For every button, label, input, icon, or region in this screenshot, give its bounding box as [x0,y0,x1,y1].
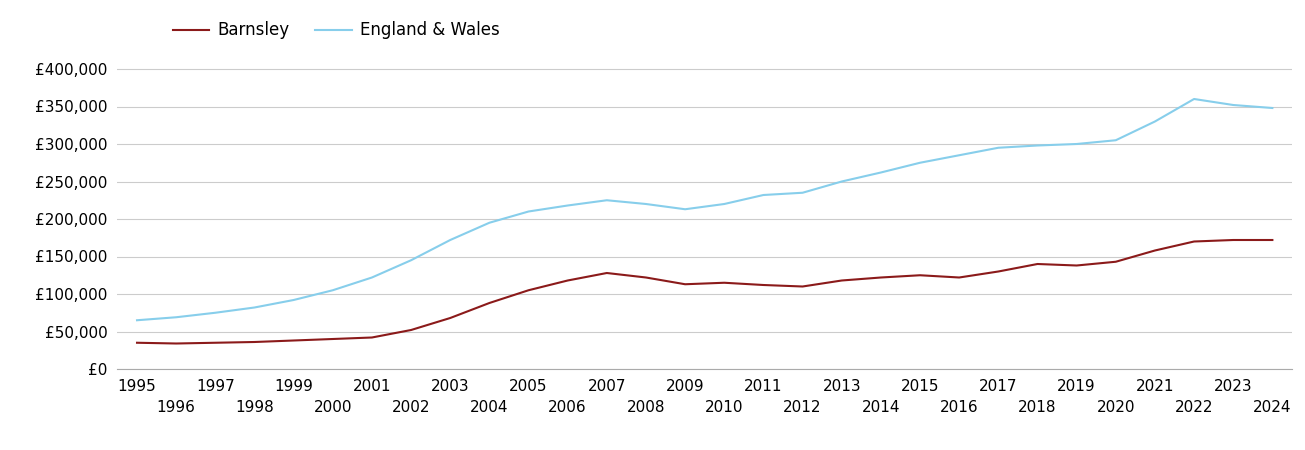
Barnsley [756,282,771,288]
England & Wales [1225,102,1241,108]
England & Wales [168,315,184,320]
England & Wales [364,275,380,280]
England & Wales [482,220,497,225]
Barnsley [1147,248,1163,253]
Barnsley [521,288,536,293]
Barnsley [1265,237,1280,243]
England & Wales [560,203,576,208]
England & Wales [795,190,810,195]
Barnsley [638,275,654,280]
Barnsley [990,269,1006,274]
England & Wales [325,288,341,293]
England & Wales [1186,96,1202,102]
Barnsley [1030,261,1045,267]
Barnsley [168,341,184,346]
England & Wales [129,318,145,323]
England & Wales [1108,138,1124,143]
Barnsley [873,275,889,280]
Barnsley [1225,237,1241,243]
England & Wales [442,237,458,243]
Barnsley [1186,239,1202,244]
England & Wales [677,207,693,212]
Barnsley [1069,263,1084,268]
Legend: Barnsley, England & Wales: Barnsley, England & Wales [172,21,500,39]
Barnsley [364,335,380,340]
England & Wales [1030,143,1045,148]
England & Wales [207,310,223,315]
England & Wales [834,179,850,184]
England & Wales [1265,105,1280,111]
Barnsley [207,340,223,346]
England & Wales [912,160,928,166]
Barnsley [912,273,928,278]
England & Wales [990,145,1006,150]
Barnsley [1108,259,1124,265]
England & Wales [599,198,615,203]
England & Wales [247,305,262,310]
Barnsley [325,336,341,342]
Barnsley [834,278,850,283]
England & Wales [638,201,654,207]
England & Wales [286,297,301,303]
Barnsley [403,327,419,333]
Line: England & Wales: England & Wales [137,99,1272,320]
Barnsley [560,278,576,283]
England & Wales [1147,119,1163,124]
Line: Barnsley: Barnsley [137,240,1272,343]
England & Wales [756,192,771,198]
Barnsley [599,270,615,276]
Barnsley [442,315,458,321]
Barnsley [795,284,810,289]
England & Wales [873,170,889,175]
England & Wales [951,153,967,158]
England & Wales [521,209,536,214]
England & Wales [1069,141,1084,147]
Barnsley [716,280,732,285]
Barnsley [286,338,301,343]
Barnsley [677,282,693,287]
Barnsley [129,340,145,346]
England & Wales [716,201,732,207]
England & Wales [403,257,419,263]
Barnsley [247,339,262,345]
Barnsley [482,300,497,306]
Barnsley [951,275,967,280]
